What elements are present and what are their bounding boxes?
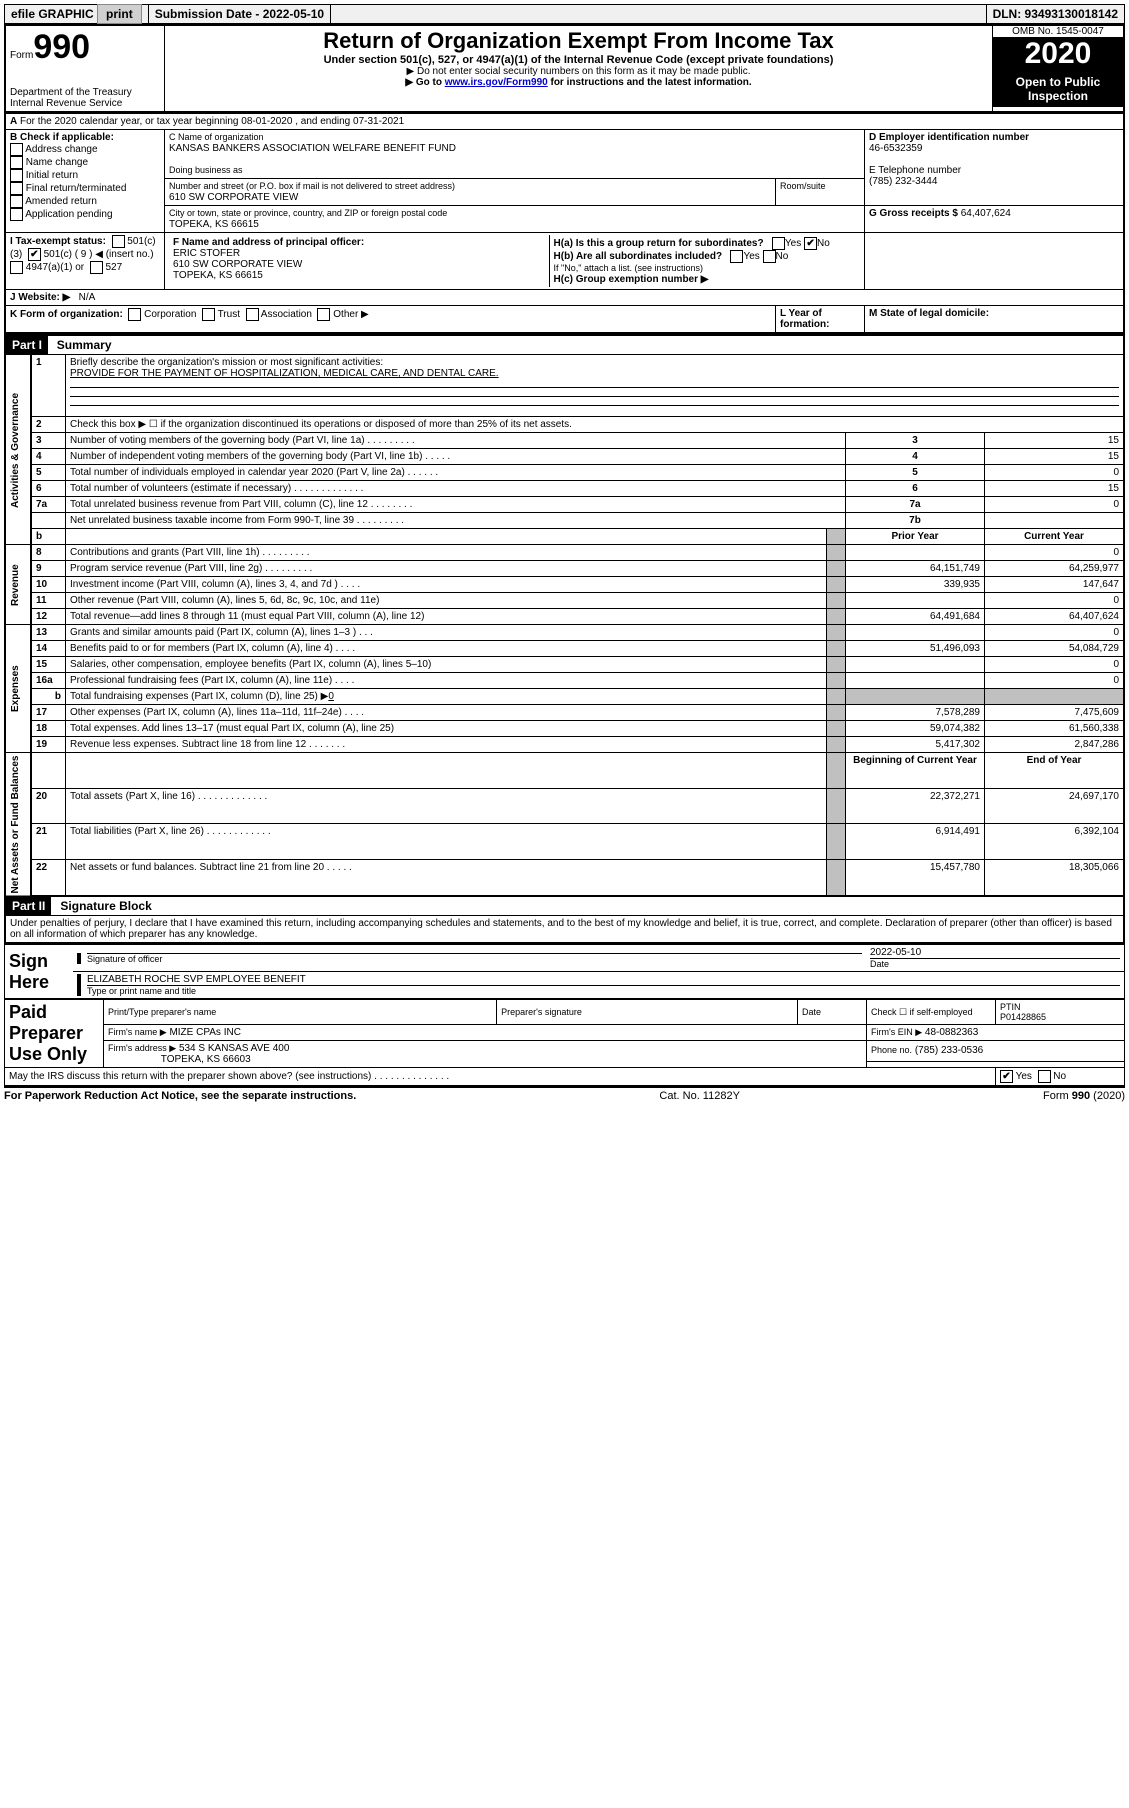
form-label: Form	[10, 50, 33, 61]
section-expenses: Expenses	[5, 625, 31, 753]
form-subtitle: Under section 501(c), 527, or 4947(a)(1)…	[169, 54, 988, 66]
perjury-text: Under penalties of perjury, I declare th…	[4, 915, 1125, 944]
dln: DLN: 93493130018142	[986, 5, 1124, 23]
tax-year: 2020	[993, 37, 1123, 71]
section-netassets: Net Assets or Fund Balances	[5, 753, 31, 897]
box-k: K Form of organization: Corporation Trus…	[5, 306, 776, 334]
box-f: F Name and address of principal officer:…	[169, 235, 549, 287]
box-l: L Year of formation:	[776, 306, 865, 334]
note-link: ▶ Go to www.irs.gov/Form990 for instruct…	[169, 77, 988, 88]
room-suite: Room/suite	[776, 179, 865, 206]
entity-info: A For the 2020 calendar year, or tax yea…	[4, 113, 1125, 334]
efile-label: efile GRAPHIC print	[5, 5, 149, 23]
paid-preparer-block: Paid Preparer Use Only Print/Type prepar…	[4, 999, 1125, 1086]
sign-here-block: Sign Here Signature of officer 2022-05-1…	[4, 944, 1125, 999]
box-i: I Tax-exempt status: 501(c)(3) ✔ 501(c) …	[5, 233, 165, 290]
box-d-e: D Employer identification number 46-6532…	[865, 130, 1125, 206]
form-number: 990	[33, 28, 90, 66]
discuss-line: May the IRS discuss this return with the…	[5, 1068, 996, 1086]
part2-tag: Part II	[6, 897, 51, 915]
section-revenue: Revenue	[5, 545, 31, 625]
line-a: A For the 2020 calendar year, or tax yea…	[5, 114, 1124, 130]
box-c-city: City or town, state or province, country…	[165, 206, 865, 233]
form-header: Form990 Department of the Treasury Inter…	[4, 24, 1125, 113]
top-bar: efile GRAPHIC print Submission Date - 20…	[4, 4, 1125, 24]
box-c-street: Number and street (or P.O. box if mail i…	[165, 179, 776, 206]
print-button[interactable]: print	[97, 4, 142, 24]
box-j: J Website: ▶ N/A	[5, 290, 1124, 306]
box-b: B Check if applicable: Address change Na…	[5, 130, 165, 233]
footer: For Paperwork Reduction Act Notice, see …	[4, 1086, 1125, 1104]
omb-number: OMB No. 1545-0047	[993, 26, 1123, 37]
box-g: G Gross receipts $ 64,407,624	[865, 206, 1125, 233]
submission-date: Submission Date - 2022-05-10	[149, 5, 331, 23]
part1-title: Summary	[51, 338, 112, 352]
open-public: Open to Public Inspection	[993, 71, 1123, 107]
box-c-name: C Name of organization KANSAS BANKERS AS…	[165, 130, 865, 179]
instructions-link[interactable]: www.irs.gov/Form990	[445, 77, 548, 88]
note-ssn: ▶ Do not enter social security numbers o…	[169, 66, 988, 77]
part-1: Part I Summary Activities & Governance 1…	[4, 334, 1125, 897]
part1-tag: Part I	[6, 336, 48, 354]
form-title: Return of Organization Exempt From Incom…	[169, 28, 988, 54]
dept-treasury: Department of the Treasury Internal Reve…	[10, 87, 160, 109]
part2-title: Signature Block	[54, 899, 151, 913]
box-m: M State of legal domicile:	[865, 306, 1125, 334]
mission-text: PROVIDE FOR THE PAYMENT OF HOSPITALIZATI…	[70, 368, 499, 379]
box-h: H(a) Is this a group return for subordin…	[549, 235, 860, 287]
section-governance: Activities & Governance	[5, 355, 31, 545]
